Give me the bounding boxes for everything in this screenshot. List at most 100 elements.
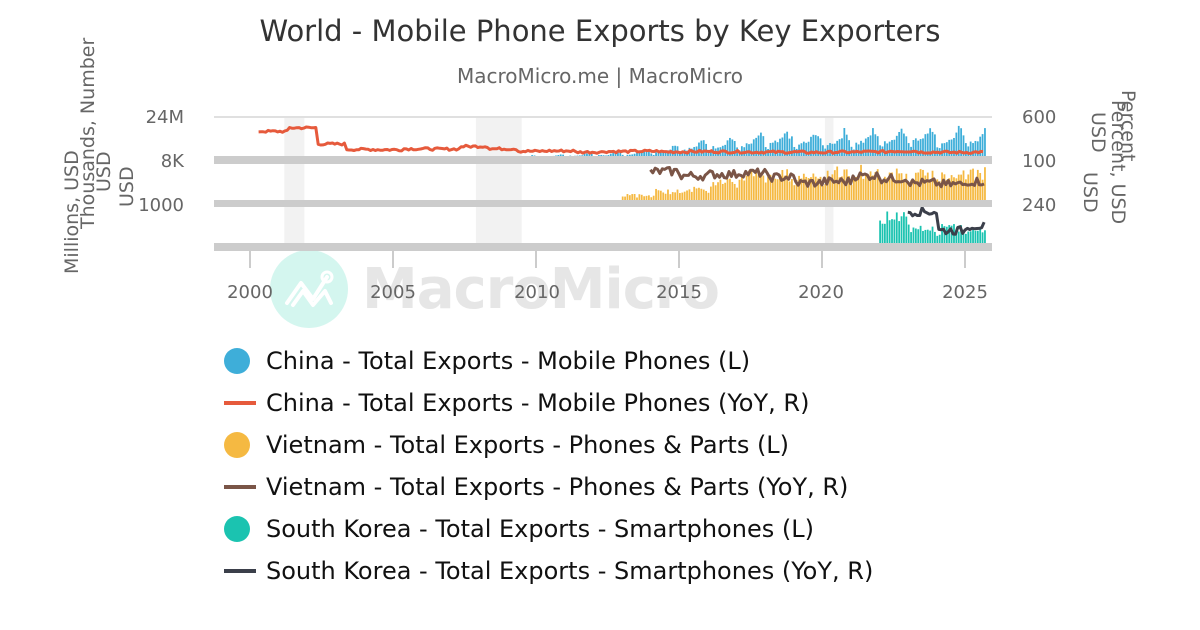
data-bar: [984, 167, 986, 203]
data-bar: [876, 169, 879, 203]
data-bar: [934, 134, 936, 159]
data-bar: [638, 151, 641, 159]
data-bar: [852, 149, 855, 159]
legend-dot-icon: [224, 516, 250, 542]
data-bar: [957, 125, 960, 159]
data-bar: [779, 138, 781, 159]
data-bar: [848, 176, 850, 203]
data-bar: [659, 190, 662, 203]
data-bar: [702, 189, 705, 203]
right-axis-title-3: USD: [1087, 112, 1109, 153]
data-bar: [903, 212, 905, 247]
data-bar: [981, 232, 984, 247]
data-bar: [793, 185, 796, 203]
data-bar: [786, 131, 789, 159]
data-bar: [707, 149, 710, 159]
data-bar: [869, 171, 872, 203]
data-bar: [974, 230, 977, 247]
data-bar: [645, 149, 648, 159]
data-bar: [979, 136, 982, 159]
legend-item-china-exports[interactable]: China - Total Exports - Mobile Phones (L…: [224, 340, 873, 382]
data-bar: [874, 172, 877, 203]
data-bar: [648, 150, 650, 159]
data-bar: [824, 183, 827, 203]
data-bar: [700, 188, 703, 203]
data-bar: [836, 166, 839, 203]
data-bar: [929, 128, 932, 159]
data-bar: [905, 216, 908, 247]
legend-item-vietnam-exports[interactable]: Vietnam - Total Exports - Phones & Parts…: [224, 424, 873, 466]
data-line: [258, 125, 984, 155]
data-bar: [664, 193, 667, 203]
data-bar: [807, 141, 810, 159]
data-bar: [936, 179, 939, 203]
data-bar: [771, 175, 774, 203]
data-bar: [698, 187, 700, 203]
data-bar: [740, 175, 743, 203]
data-bar: [910, 180, 912, 203]
legend-label: China - Total Exports - Mobile Phones (Y…: [266, 389, 810, 417]
data-bar: [805, 142, 808, 159]
data-bar: [864, 174, 867, 203]
data-bar: [976, 141, 979, 159]
data-bar: [912, 182, 915, 203]
chart-legend: China - Total Exports - Mobile Phones (L…: [224, 340, 873, 592]
data-bar: [729, 178, 731, 203]
legend-item-vietnam-yoy[interactable]: Vietnam - Total Exports - Phones & Parts…: [224, 466, 873, 508]
data-bar: [829, 178, 831, 203]
data-bar: [969, 169, 972, 203]
left-tick-24m: 24M: [145, 107, 184, 128]
data-bar: [950, 225, 953, 247]
data-bar: [845, 169, 848, 203]
data-bar: [819, 176, 822, 203]
data-bar: [881, 223, 884, 247]
legend-label: Vietnam - Total Exports - Phones & Parts…: [266, 431, 790, 459]
data-bar: [826, 170, 829, 203]
data-bar: [981, 179, 984, 203]
data-bar: [917, 229, 920, 247]
data-bar: [953, 177, 955, 203]
data-bar: [795, 148, 798, 159]
data-bar: [864, 138, 867, 159]
data-bar: [738, 150, 741, 159]
data-bar: [721, 183, 724, 203]
data-bar: [838, 177, 841, 203]
data-bar: [931, 131, 934, 159]
left-tick-1000: 1000: [138, 195, 184, 216]
data-bar: [752, 176, 755, 203]
data-bar: [683, 191, 686, 203]
data-bar: [950, 175, 953, 203]
data-bar: [655, 188, 657, 203]
data-bar: [588, 152, 591, 159]
legend-item-china-yoy[interactable]: China - Total Exports - Mobile Phones (Y…: [224, 382, 873, 424]
legend-label: China - Total Exports - Mobile Phones (L…: [266, 347, 751, 375]
data-bar: [683, 149, 686, 159]
x-tick-2005: 2005: [370, 282, 416, 303]
data-bar: [712, 182, 715, 203]
data-bar: [655, 152, 657, 159]
data-bar: [702, 140, 705, 159]
data-line: [649, 166, 985, 189]
right-tick-240: 240: [1022, 195, 1057, 216]
data-bar: [810, 177, 812, 203]
data-bar: [960, 225, 963, 247]
data-bar: [907, 182, 910, 203]
data-bar: [888, 220, 891, 247]
data-bar: [810, 136, 812, 159]
legend-item-korea-exports[interactable]: South Korea - Total Exports - Smartphone…: [224, 508, 873, 550]
data-bar: [967, 174, 970, 203]
data-bar: [726, 179, 729, 203]
data-bar: [924, 134, 927, 159]
data-bar: [776, 179, 779, 203]
data-bar: [693, 186, 696, 203]
legend-item-korea-yoy[interactable]: South Korea - Total Exports - Smartphone…: [224, 550, 873, 592]
data-bar: [831, 174, 834, 203]
data-bar: [788, 138, 791, 159]
data-bar: [781, 169, 784, 203]
panel-baseline: [214, 243, 992, 251]
data-bar: [631, 194, 634, 203]
data-bar: [843, 128, 846, 159]
data-bar: [969, 231, 972, 247]
data-bar: [769, 174, 772, 203]
